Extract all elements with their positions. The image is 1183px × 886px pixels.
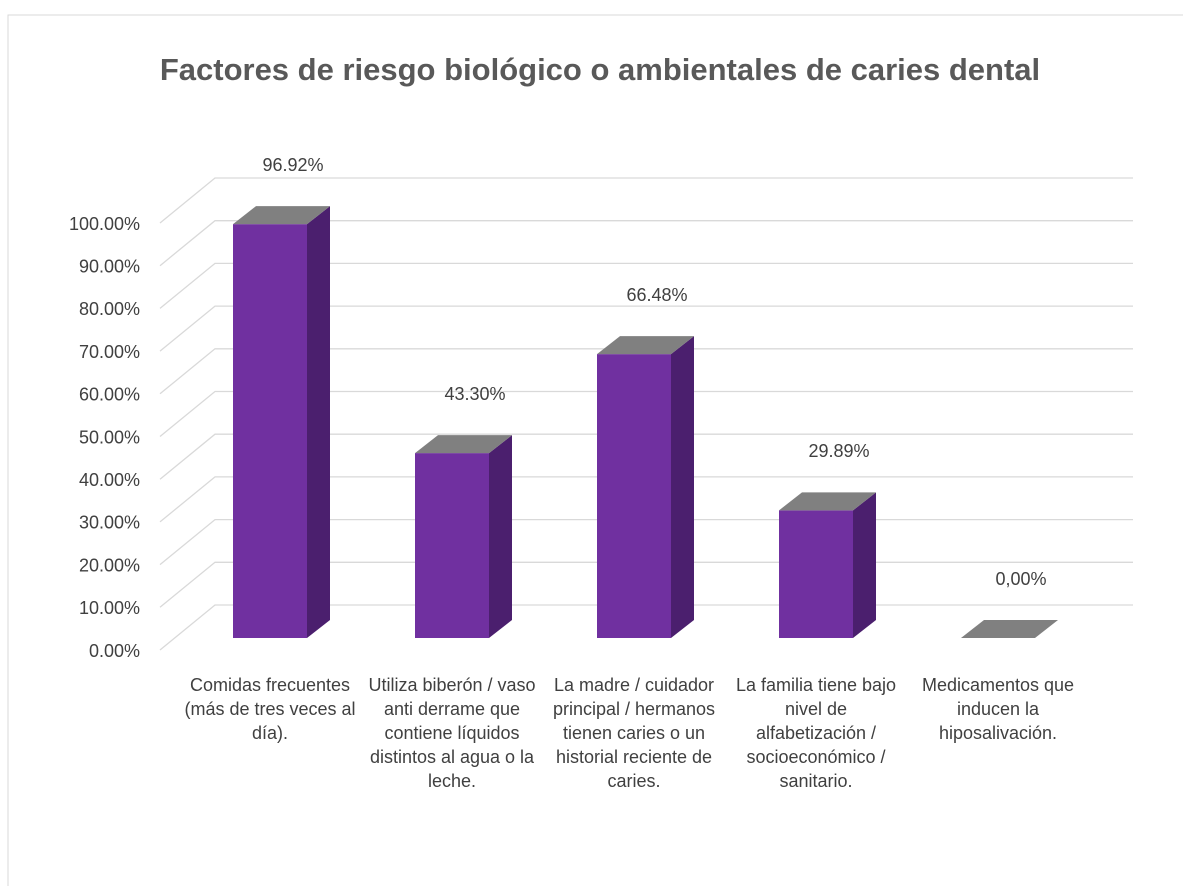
grid-line	[159, 348, 1133, 395]
y-tick-label: 20.00%	[79, 555, 140, 575]
x-tick-label: La madre / cuidador principal / hermanos…	[552, 675, 716, 791]
value-label: 43.30%	[444, 384, 505, 404]
y-tick-label: 60.00%	[79, 385, 140, 405]
value-label: 66.48%	[626, 285, 687, 305]
grid-line	[159, 476, 1133, 523]
y-tick-label: 30.00%	[79, 513, 140, 533]
value-label: 29.89%	[808, 441, 869, 461]
y-tick-label: 90.00%	[79, 256, 140, 276]
bar	[233, 224, 307, 638]
bar-top	[415, 435, 512, 454]
bar-top	[779, 492, 876, 511]
bar	[415, 453, 489, 638]
bar-side	[489, 435, 512, 638]
grid-line	[159, 177, 1133, 224]
chart-border	[7, 14, 1183, 886]
grid-line	[159, 262, 1133, 309]
y-tick-label: 80.00%	[79, 299, 140, 319]
grid-line	[159, 220, 1133, 267]
x-tick-label: Utiliza biberón / vaso anti derrame que …	[368, 675, 536, 791]
bar	[779, 510, 853, 638]
grid-line	[159, 390, 1133, 438]
value-label: 0,00%	[995, 569, 1046, 589]
bar-top	[597, 336, 694, 355]
bar-side	[853, 492, 876, 638]
x-tick-label: Comidas frecuentes (más de tres veces al…	[184, 675, 356, 743]
y-tick-label: 40.00%	[79, 470, 140, 490]
chart-title: Factores de riesgo biológico o ambiental…	[160, 52, 1040, 87]
y-tick-label: 10.00%	[79, 598, 140, 618]
y-tick-label: 70.00%	[79, 342, 140, 362]
bar-top	[961, 620, 1058, 638]
y-tick-label: 50.00%	[79, 427, 140, 447]
grid-line	[159, 305, 1133, 352]
y-tick-label: 0.00%	[89, 641, 140, 661]
x-tick-label: Medicamentos que inducen la hiposalivaci…	[921, 675, 1075, 743]
grid-line	[159, 433, 1133, 480]
bar-top	[233, 206, 330, 225]
value-label: 96.92%	[262, 155, 323, 175]
bar-side	[671, 336, 694, 638]
bar	[597, 354, 671, 638]
x-tick-label: La familia tiene bajo nivel de alfabetiz…	[735, 675, 897, 791]
y-tick-label: 100.00%	[69, 214, 140, 234]
bar-side	[307, 206, 330, 638]
